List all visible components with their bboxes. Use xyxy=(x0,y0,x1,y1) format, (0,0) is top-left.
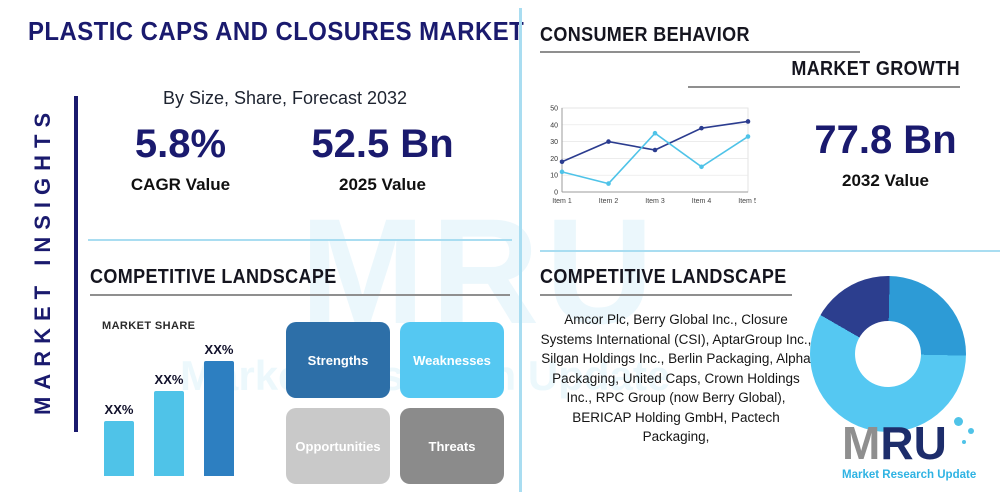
market-insights-label: MARKET INSIGHTS xyxy=(30,105,55,415)
dark-blue-series-marker xyxy=(652,147,658,153)
logo-letter-m: M xyxy=(842,417,881,469)
light-blue-series-marker xyxy=(652,130,658,136)
swot-strengths-card: Strengths xyxy=(286,322,390,398)
logo-dot-icon xyxy=(968,428,974,434)
y-tick-label: 20 xyxy=(550,156,558,163)
consumer-behavior-underline xyxy=(540,51,860,53)
left-horizontal-divider xyxy=(88,239,512,241)
bar-value-label: XX% xyxy=(154,371,184,387)
competitive-landscape-right-heading: COMPETITIVE LANDSCAPE xyxy=(540,266,787,288)
subtitle: By Size, Share, Forecast 2032 xyxy=(162,88,408,108)
light-blue-series-marker xyxy=(606,181,611,186)
value-2032: 77.8 Bn xyxy=(814,118,957,162)
y-tick-label: 0 xyxy=(554,190,558,197)
page-title: PLASTIC CAPS AND CLOSURES MARKET xyxy=(28,16,525,46)
market-share-bar-column: XX% xyxy=(204,342,234,476)
market-share-bar-column: XX% xyxy=(104,401,134,476)
competitive-landscape-left-underline xyxy=(90,294,510,296)
x-tick-label: Item 1 xyxy=(552,198,572,205)
center-vertical-divider xyxy=(519,8,522,492)
y-tick-label: 50 xyxy=(550,106,558,113)
dark-blue-series-marker xyxy=(745,119,751,124)
value-2025-stat: 52.5 Bn 2025 Value xyxy=(290,122,475,195)
y-tick-label: 10 xyxy=(550,173,558,180)
competitive-landscape-right-underline xyxy=(540,294,792,296)
bar-value-label: XX% xyxy=(204,342,234,358)
market-growth-heading: MARKET GROWTH xyxy=(791,58,960,80)
logo-letter-u: U xyxy=(913,417,947,469)
cagr-label: CAGR Value xyxy=(130,175,231,194)
value-2032-label: 2032 Value xyxy=(842,171,929,190)
mru-logo-word: MRU xyxy=(842,420,992,466)
value-2025-label: 2025 Value xyxy=(339,175,426,194)
x-tick-label: Item 4 xyxy=(692,198,712,205)
donut-hole xyxy=(855,321,921,387)
market-share-bar-chart: XX% XX% XX% xyxy=(104,336,234,476)
market-share-bar-column: XX% xyxy=(154,372,184,476)
value-2032-stat: 77.8 Bn 2032 Value xyxy=(788,118,983,191)
right-horizontal-divider xyxy=(540,250,1000,252)
dark-blue-series-marker xyxy=(606,139,611,144)
y-tick-label: 30 xyxy=(550,139,558,146)
swot-grid: Strengths Weaknesses Opportunities Threa… xyxy=(286,322,504,484)
competitive-landscape-left-heading: COMPETITIVE LANDSCAPE xyxy=(90,266,337,288)
dark-blue-series-marker xyxy=(559,159,565,165)
x-tick-label: Item 2 xyxy=(599,198,619,205)
left-rail-line xyxy=(74,96,78,432)
swot-opportunities-card: Opportunities xyxy=(286,408,390,484)
x-tick-label: Item 5 xyxy=(738,198,756,205)
bar xyxy=(104,420,134,476)
market-growth-line-chart: 0 10 20 30 40 50 Item 1 Item 2 Item 3 Item 4 Item … xyxy=(550,106,756,206)
logo-tagline: Market Research Update xyxy=(842,469,977,481)
mru-logo: MRU Market Research Update xyxy=(842,417,992,481)
bar-value-label: XX% xyxy=(104,401,134,417)
company-list: Amcor Plc, Berry Global Inc., Closure Sy… xyxy=(540,312,812,445)
y-tick-label: 40 xyxy=(550,122,558,129)
light-blue-series-marker xyxy=(699,164,704,170)
cagr-stat: 5.8% CAGR Value xyxy=(98,122,263,195)
logo-dot-icon xyxy=(962,440,966,444)
light-blue-series-marker xyxy=(745,134,751,139)
x-tick-label: Item 3 xyxy=(645,198,665,205)
market-growth-underline xyxy=(688,86,960,88)
logo-dot-icon xyxy=(954,417,963,426)
value-2025: 52.5 Bn xyxy=(311,122,454,166)
swot-threats-card: Threats xyxy=(400,408,504,484)
dark-blue-series-marker xyxy=(699,125,704,131)
swot-weaknesses-card: Weaknesses xyxy=(400,322,504,398)
consumer-behavior-heading: CONSUMER BEHAVIOR xyxy=(540,24,750,46)
market-share-donut-chart xyxy=(810,276,966,432)
cagr-value: 5.8% xyxy=(134,122,227,166)
market-share-label: MARKET SHARE xyxy=(102,320,196,332)
light-blue-series-marker xyxy=(559,169,565,175)
bar xyxy=(154,390,184,476)
bar xyxy=(204,361,234,476)
logo-letter-r: R xyxy=(880,417,914,469)
